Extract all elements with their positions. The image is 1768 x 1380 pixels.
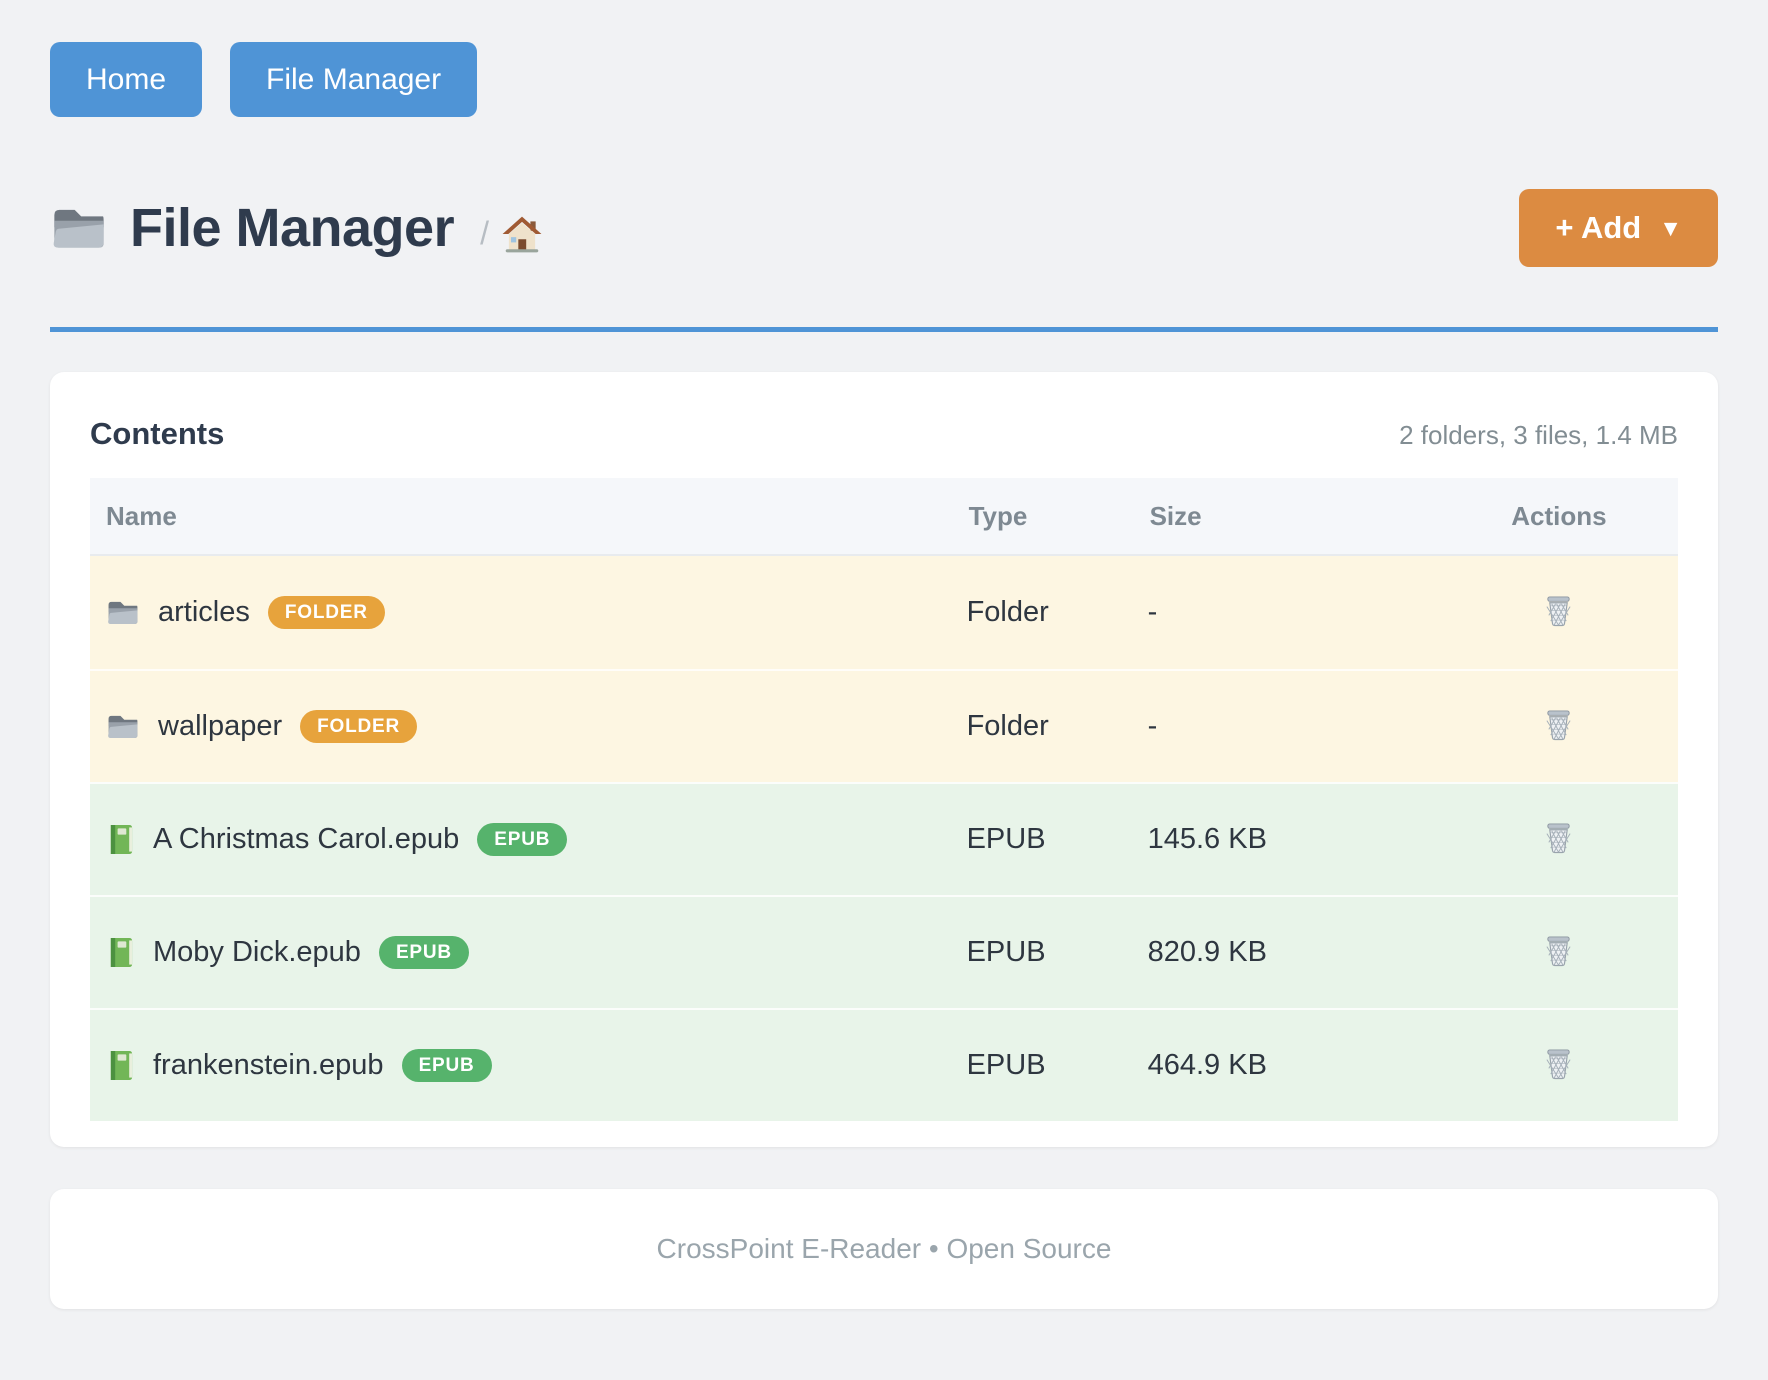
footer-text: CrossPoint E-Reader • Open Source [656,1233,1112,1264]
type-cell: EPUB [966,1049,1046,1081]
green-book-icon [110,825,133,854]
epub-badge: EPUB [477,823,568,856]
caret-down-icon: ▼ [1659,214,1682,241]
page-header: File Manager / + Add ▼ [50,189,1718,267]
breadcrumb-separator: / [480,214,489,251]
page-title: File Manager [130,198,455,258]
table-row-articles[interactable]: articles FOLDER Folder - [90,556,1678,669]
delete-button[interactable] [1537,589,1580,632]
table-header-row: Name Type Size Actions [90,478,1678,556]
nav-home-button[interactable]: Home [50,42,203,117]
actions-cell [1440,589,1678,636]
contents-summary: 2 folders, 3 files, 1.4 MB [1399,420,1678,450]
size-cell: 464.9 KB [1147,1049,1267,1081]
footer-card: CrossPoint E-Reader • Open Source [50,1189,1718,1309]
size-cell: - [1147,710,1158,742]
table-row-wallpaper[interactable]: wallpaper FOLDER Folder - [90,669,1678,782]
contents-card-header: Contents 2 folders, 3 files, 1.4 MB [90,416,1678,452]
folder-badge: FOLDER [267,596,385,629]
name-cell: Moby Dick.epub EPUB [90,936,967,969]
table-row-a-christmas-carol[interactable]: A Christmas Carol.epub EPUB EPUB 145.6 K… [90,782,1678,895]
folder-name-link[interactable]: articles [158,596,250,628]
green-book-icon [110,1051,133,1080]
add-button-label: + Add [1555,210,1642,245]
file-manager-page: Home File Manager File Manager / + Add ▼… [50,0,1718,1309]
delete-button[interactable] [1537,816,1580,859]
epub-badge: EPUB [401,1049,492,1082]
breadcrumb-home-link[interactable] [501,213,543,255]
file-name-link[interactable]: Moby Dick.epub [153,936,361,968]
type-cell: EPUB [966,823,1046,855]
folder-badge: FOLDER [300,710,418,743]
table-row-frankenstein[interactable]: frankenstein.epub EPUB EPUB 464.9 KB [90,1008,1678,1121]
folder-icon [53,209,104,248]
nav-file-manager-button[interactable]: File Manager [230,42,478,117]
folder-name-link[interactable]: wallpaper [158,710,283,742]
delete-button[interactable] [1537,703,1580,746]
folder-icon [108,715,138,738]
type-cell: Folder [966,710,1049,742]
title-group: File Manager / [50,197,543,259]
name-cell: frankenstein.epub EPUB [90,1049,967,1082]
contents-card: Contents 2 folders, 3 files, 1.4 MB Name… [50,372,1718,1147]
contents-title: Contents [90,416,225,451]
epub-badge: EPUB [378,936,469,969]
green-book-icon [110,938,133,967]
trash-icon [1546,936,1572,967]
table-row-moby-dick[interactable]: Moby Dick.epub EPUB EPUB 820.9 KB [90,895,1678,1008]
column-header-actions: Actions [1511,500,1607,531]
delete-button[interactable] [1537,1042,1580,1085]
name-cell: A Christmas Carol.epub EPUB [90,823,967,856]
trash-icon [1546,596,1572,627]
column-header-size: Size [1149,500,1202,531]
size-cell: 145.6 KB [1147,823,1267,855]
type-cell: EPUB [966,936,1046,968]
size-cell: - [1147,596,1158,628]
file-name-link[interactable]: frankenstein.epub [153,1049,384,1081]
column-header-name: Name [106,500,177,531]
size-cell: 820.9 KB [1147,936,1267,968]
add-button[interactable]: + Add ▼ [1519,189,1718,267]
top-nav: Home File Manager [50,0,1718,117]
folder-icon [108,601,138,624]
delete-button[interactable] [1537,929,1580,972]
actions-cell [1440,816,1678,863]
file-name-link[interactable]: A Christmas Carol.epub [153,823,460,855]
trash-icon [1546,823,1572,854]
files-table: Name Type Size Actions articles FOLDER F… [90,478,1678,1121]
actions-cell [1440,1042,1678,1089]
name-cell: articles FOLDER [90,596,967,629]
name-cell: wallpaper FOLDER [90,710,967,743]
actions-cell [1440,929,1678,976]
trash-icon [1546,710,1572,741]
trash-icon [1546,1049,1572,1080]
actions-cell [1440,703,1678,750]
column-header-type: Type [968,500,1028,531]
house-icon [502,216,542,253]
header-divider [50,327,1718,332]
type-cell: Folder [966,596,1049,628]
